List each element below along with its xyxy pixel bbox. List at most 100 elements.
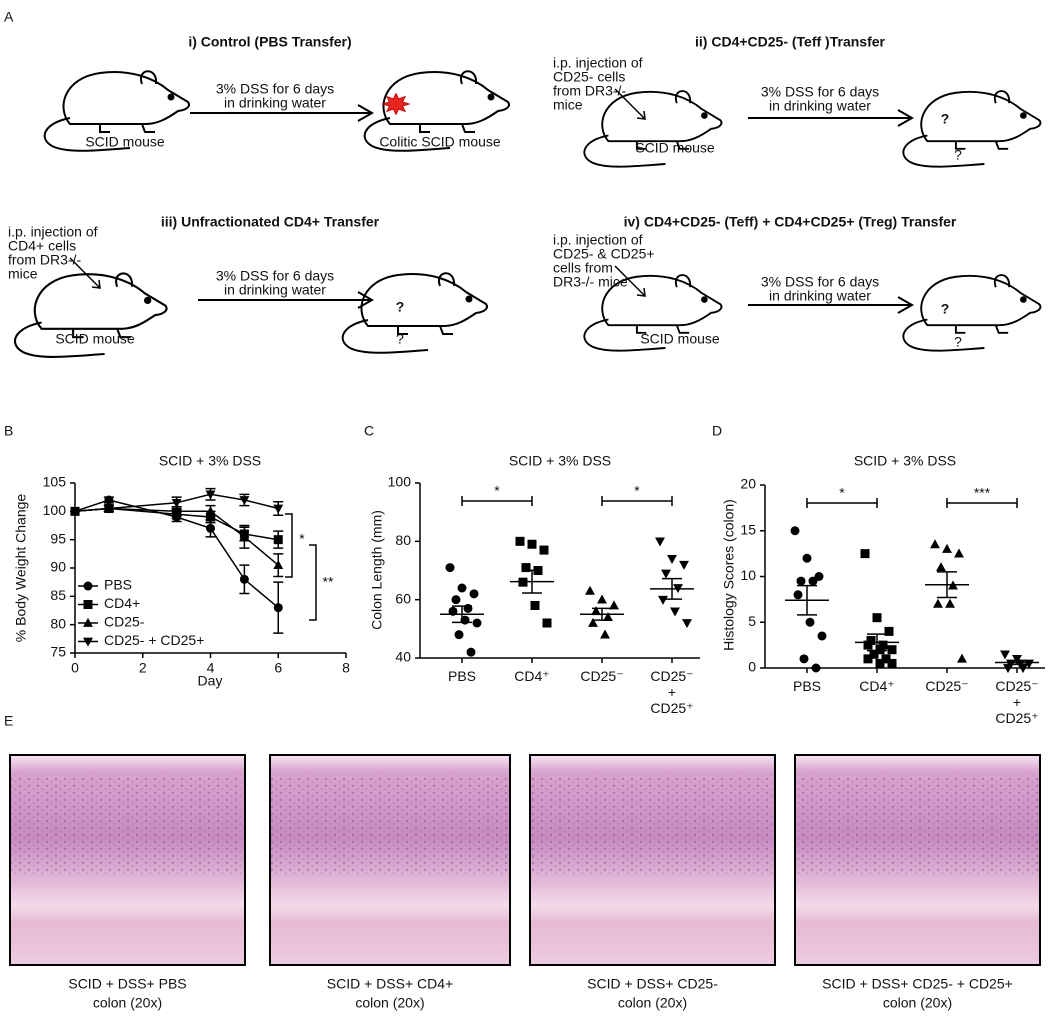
marker	[811, 663, 821, 673]
mouse-eye	[701, 296, 708, 303]
histology-caption: colon (20x)	[883, 995, 952, 1011]
significance-label: *	[494, 483, 500, 499]
injection-text: from DR3-/-	[553, 83, 626, 99]
histology-frame	[269, 754, 511, 966]
treatment-text: 3% DSS for 6 days	[216, 81, 334, 97]
histology-texture	[270, 775, 510, 875]
mouse-ear	[993, 274, 1011, 288]
marker	[530, 601, 540, 610]
x-tick-label: CD4⁺	[859, 678, 895, 694]
y-tick-label: 10	[740, 567, 756, 583]
marker	[655, 537, 665, 547]
marker	[805, 617, 815, 627]
y-tick-label: 80	[50, 615, 66, 631]
injection-text: mice	[553, 97, 583, 113]
y-tick-label: 15	[740, 521, 756, 537]
marker	[239, 496, 250, 506]
marker	[454, 630, 464, 640]
y-tick-label: 60	[395, 590, 411, 606]
treatment-text: 3% DSS for 6 days	[761, 274, 879, 290]
marker	[954, 548, 964, 558]
legend-label: CD25- + CD25+	[104, 632, 204, 648]
marker	[469, 589, 479, 599]
arrow-head	[357, 104, 375, 122]
marker	[1012, 655, 1022, 665]
marker	[866, 636, 876, 646]
marker	[799, 654, 809, 664]
marker	[451, 595, 461, 605]
outcome-mouse	[341, 272, 488, 354]
marker	[872, 613, 882, 623]
marker	[878, 640, 888, 650]
injection-arrow	[614, 88, 646, 120]
mouse-legs	[635, 324, 690, 334]
mouse-tail	[341, 319, 429, 354]
outcome-mouse	[902, 90, 1042, 168]
error-bar	[1007, 659, 1027, 666]
marker	[273, 504, 284, 514]
histology-caption: SCID + DSS+ CD25-	[587, 976, 718, 992]
marker	[887, 645, 897, 655]
mouse-tail	[43, 117, 131, 152]
y-tick-label: 0	[748, 659, 756, 675]
injection-text: i.p. injection of	[8, 224, 98, 240]
injection-text: mice	[8, 266, 38, 282]
recipient-mouse	[13, 272, 168, 358]
injection-text: DR3-/- mice	[553, 274, 628, 290]
treatment-text: in drinking water	[224, 282, 326, 298]
significance-bracket	[285, 513, 293, 578]
outcome-label: ?	[954, 147, 962, 163]
legend-label: CD4+	[104, 595, 140, 611]
y-tick-label: 100	[388, 474, 412, 490]
marker	[273, 559, 284, 569]
mouse-body	[920, 90, 1042, 143]
chart-title: SCID + 3% DSS	[854, 453, 956, 469]
mouse-eye	[701, 112, 708, 119]
x-tick-label: CD25⁻	[580, 668, 624, 684]
marker	[591, 606, 601, 616]
marker	[863, 654, 873, 664]
marker	[539, 545, 549, 555]
marker	[790, 526, 800, 536]
marker	[875, 645, 885, 655]
marker	[103, 504, 114, 514]
mouse-tail	[13, 321, 105, 358]
injection-text: i.p. injection of	[553, 232, 643, 248]
y-tick-label: 85	[50, 587, 66, 603]
marker	[808, 576, 818, 586]
outcome-mark: ?	[941, 301, 950, 317]
x-tick-label: CD25⁻	[925, 678, 969, 694]
mouse-legs	[397, 325, 453, 335]
mouse-body	[601, 90, 723, 143]
mouse-legs	[99, 123, 155, 133]
arrow-head	[636, 287, 646, 297]
histology-frame	[9, 754, 246, 966]
panel-label: C	[364, 423, 374, 439]
legend-marker	[83, 600, 93, 609]
significance-label: ***	[974, 485, 991, 501]
mouse-eye	[465, 295, 473, 303]
arrow-head	[91, 279, 101, 289]
marker	[205, 506, 216, 516]
mouse-body	[360, 273, 488, 327]
outcome-mark: ?	[396, 299, 405, 315]
outcome-label: ?	[396, 331, 404, 347]
outcome-mark: ?	[941, 111, 950, 127]
y-tick-label: 90	[50, 559, 66, 575]
x-axis-label: Day	[198, 673, 223, 689]
mouse-eye	[1020, 112, 1027, 119]
schematic-title: i) Control (PBS Transfer)	[188, 34, 351, 50]
marker	[793, 590, 803, 600]
x-tick-label: 2	[139, 660, 147, 676]
recipient-label: SCID mouse	[635, 140, 715, 156]
marker	[542, 618, 552, 628]
marker	[239, 574, 249, 584]
mouse-body	[601, 274, 723, 327]
recipient-label: SCID mouse	[640, 331, 720, 347]
outcome-label: ?	[954, 334, 962, 350]
y-tick-label: 95	[50, 530, 66, 546]
panel-label: A	[4, 9, 14, 25]
significance-label: *	[634, 483, 640, 499]
arrow-head	[636, 110, 646, 120]
injection-text: i.p. injection of	[553, 55, 643, 71]
